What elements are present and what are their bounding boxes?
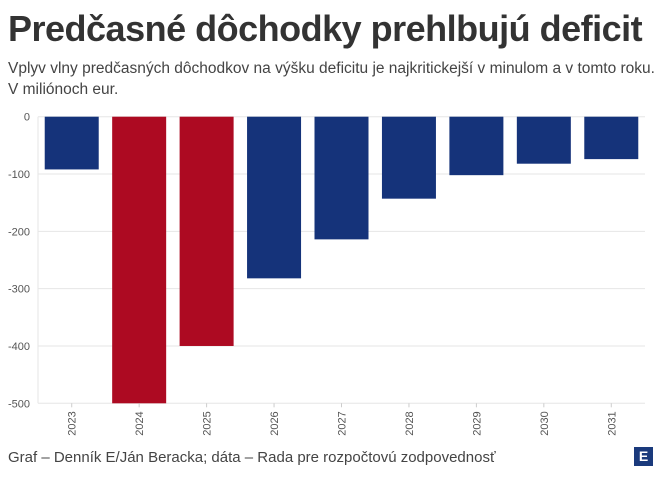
y-tick-label: -400 [8, 341, 30, 353]
bar-2028 [381, 116, 436, 199]
x-tick-label: 2030 [539, 411, 551, 435]
x-tick-label: 2029 [471, 411, 483, 435]
x-tick-label: 2023 [67, 411, 79, 435]
y-tick-label: -100 [8, 169, 30, 181]
x-tick-label: 2028 [404, 411, 416, 435]
chart-subtitle: Vplyv vlny predčasných dôchodkov na výšk… [8, 60, 655, 98]
x-tick-label: 2031 [606, 411, 618, 435]
bar-2030 [516, 116, 571, 164]
x-tick-label: 2026 [269, 411, 281, 435]
bar-2031 [584, 116, 639, 160]
x-tick-label: 2024 [134, 411, 146, 435]
y-tick-label: -300 [8, 284, 30, 296]
bar-2023 [44, 116, 99, 170]
bar-2026 [247, 116, 302, 279]
bar-2024 [112, 116, 167, 404]
y-tick-label: 0 [24, 112, 30, 124]
bar-2029 [449, 116, 504, 176]
bar-2027 [314, 116, 369, 240]
x-tick-label: 2027 [337, 411, 349, 435]
chart-title: Predčasné dôchodky prehlbujú deficit [8, 8, 643, 49]
bar-2025 [179, 116, 234, 346]
y-tick-label: -200 [8, 226, 30, 238]
source-note: Graf – Denník E/Ján Beracka; dáta – Rada… [8, 449, 496, 466]
x-tick-label: 2025 [202, 411, 214, 435]
bar-chart: 0 -100 -200 -300 -400 -500 2023 2024 2025 2026 202… [8, 112, 645, 436]
y-tick-label: -500 [8, 398, 30, 410]
denník-e-logo: E [634, 447, 653, 466]
